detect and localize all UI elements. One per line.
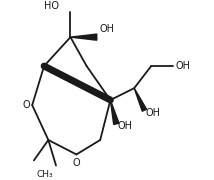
Text: OH: OH [117,121,132,131]
Polygon shape [134,88,147,111]
Text: O: O [22,100,30,110]
Text: OH: OH [175,61,190,71]
Polygon shape [70,34,97,40]
Text: OH: OH [145,108,160,118]
Polygon shape [110,100,119,125]
Text: O: O [73,158,80,168]
Text: CH₃: CH₃ [37,170,53,179]
Text: HO: HO [44,1,59,11]
Text: OH: OH [99,24,114,34]
